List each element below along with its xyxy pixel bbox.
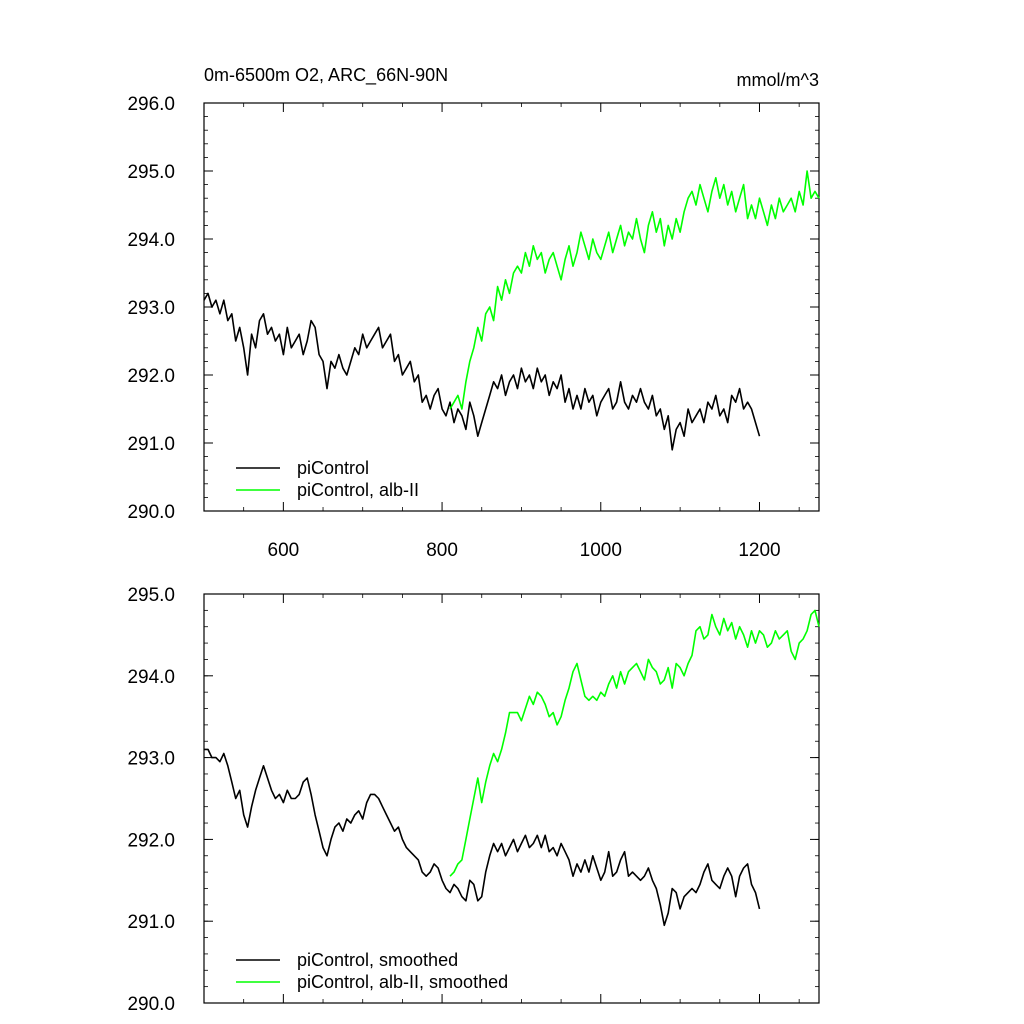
x-tick-label: 1000 bbox=[580, 540, 622, 561]
y-tick-label: 294.0 bbox=[127, 667, 175, 688]
y-tick-label: 292.0 bbox=[127, 830, 175, 851]
y-tick-label: 295.0 bbox=[127, 162, 175, 183]
units-label: mmol/m^3 bbox=[737, 70, 819, 90]
y-tick-label: 291.0 bbox=[127, 434, 175, 455]
y-tick-label: 296.0 bbox=[127, 94, 175, 115]
x-tick-label: 600 bbox=[268, 540, 300, 561]
x-tick-label: 1200 bbox=[738, 540, 780, 561]
series-line-green bbox=[449, 609, 820, 877]
series-line-green bbox=[449, 170, 820, 410]
y-tick-label: 295.0 bbox=[127, 585, 175, 606]
y-tick-label: 290.0 bbox=[127, 502, 175, 523]
legend-label: piControl, alb-II, smoothed bbox=[297, 972, 508, 992]
series-line-black bbox=[204, 748, 761, 927]
legend-label: piControl, alb-II bbox=[297, 480, 419, 500]
y-tick-label: 292.0 bbox=[127, 366, 175, 387]
series-line-black bbox=[203, 292, 761, 451]
y-tick-label: 293.0 bbox=[127, 749, 175, 770]
y-tick-label: 294.0 bbox=[127, 230, 175, 251]
y-tick-label: 290.0 bbox=[127, 994, 175, 1015]
y-tick-label: 291.0 bbox=[127, 912, 175, 933]
top-panel: 0m-6500m O2, ARC_66N-90N mmol/m^3 290.0 2… bbox=[127, 65, 820, 561]
legend-label: piControl bbox=[297, 458, 369, 478]
chart-title: 0m-6500m O2, ARC_66N-90N bbox=[204, 65, 448, 86]
legend-label: piControl, smoothed bbox=[297, 950, 458, 970]
y-tick-label: 293.0 bbox=[127, 298, 175, 319]
x-tick-label: 800 bbox=[426, 540, 458, 561]
plot-frame bbox=[203, 593, 820, 1004]
plot-frame bbox=[203, 102, 820, 512]
bottom-panel: 290.0 291.0 292.0 293.0 294.0 295.0 piControl,… bbox=[127, 585, 820, 1015]
